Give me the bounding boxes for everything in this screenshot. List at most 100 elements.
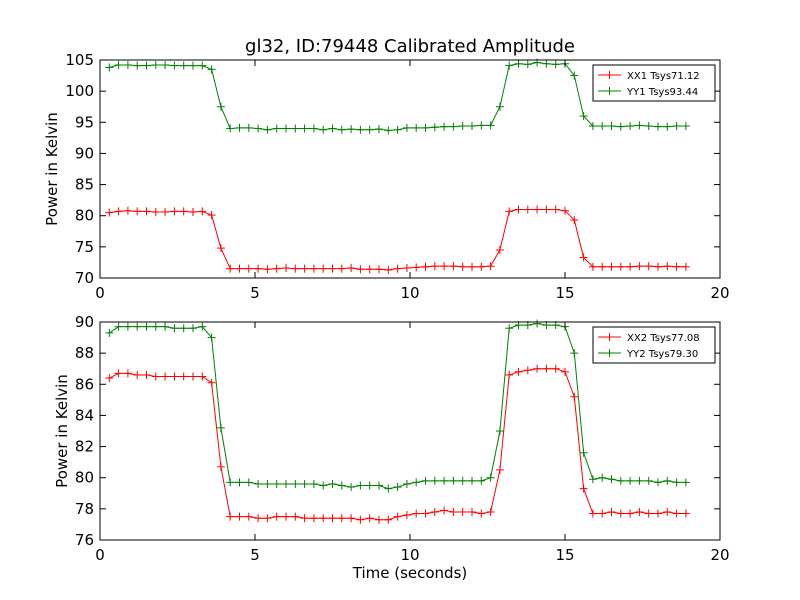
data-point [440, 122, 449, 131]
data-point [291, 124, 300, 133]
data-point [235, 123, 244, 132]
data-point [272, 479, 281, 488]
data-point [533, 205, 542, 214]
y-tick-label: 75 [75, 238, 94, 256]
data-point [495, 102, 504, 111]
data-point [663, 507, 672, 516]
data-point [533, 319, 542, 328]
data-point [607, 475, 616, 484]
data-point [607, 507, 616, 516]
data-point [282, 124, 290, 133]
data-point [505, 324, 514, 333]
legend: XX1 Tsys71.12 YY1 Tsys93.44 [592, 64, 716, 102]
data-point [375, 515, 383, 524]
data-point [179, 372, 188, 381]
data-point [356, 265, 365, 274]
data-point [328, 124, 337, 133]
data-point [477, 509, 486, 518]
data-point [133, 322, 142, 331]
data-point [300, 264, 309, 273]
data-point [505, 61, 514, 70]
data-point [216, 102, 225, 111]
data-point [598, 122, 607, 131]
data-point [356, 481, 365, 490]
data-point [616, 476, 625, 485]
data-point [123, 60, 132, 69]
data-point [486, 262, 495, 271]
data-point [430, 262, 439, 271]
data-point [477, 262, 486, 271]
data-point [151, 322, 160, 331]
data-point [170, 61, 179, 70]
y-tick-label: 78 [75, 500, 94, 518]
data-point [337, 264, 346, 273]
data-point [291, 512, 300, 521]
data-point [235, 478, 244, 487]
data-point [151, 207, 160, 216]
data-point [551, 364, 560, 373]
data-point [263, 514, 272, 523]
data-point [114, 207, 123, 216]
data-point [105, 63, 114, 72]
y-axis-label: Power in Kelvin [53, 374, 71, 488]
data-point [235, 512, 244, 521]
y-tick-label: 90 [75, 313, 94, 331]
data-point [468, 476, 476, 485]
data-point [365, 125, 374, 134]
data-point [551, 60, 560, 69]
data-point [468, 507, 476, 516]
data-point [393, 512, 402, 521]
data-point [421, 262, 430, 271]
data-point [291, 264, 300, 273]
data-point [663, 122, 672, 131]
data-point [161, 60, 170, 69]
data-point [226, 124, 235, 133]
data-point [412, 123, 421, 132]
data-point [189, 324, 197, 333]
data-point [272, 512, 281, 521]
data-point [114, 369, 123, 378]
data-point [616, 509, 625, 518]
data-point [161, 207, 170, 216]
data-point [533, 364, 542, 373]
data-point [282, 512, 290, 521]
data-point [570, 71, 579, 80]
data-point [198, 372, 207, 381]
data-point [216, 462, 225, 471]
data-point [588, 262, 597, 271]
data-point [151, 60, 160, 69]
data-point [626, 122, 635, 131]
data-point [189, 61, 197, 70]
data-point [347, 125, 356, 134]
data-point [142, 322, 151, 331]
data-point [263, 479, 272, 488]
data-point [300, 479, 309, 488]
data-point [486, 507, 495, 516]
data-point [654, 509, 662, 518]
data-point [198, 322, 207, 331]
data-point [654, 478, 662, 487]
data-point [319, 125, 328, 134]
y-tick-label: 95 [75, 113, 94, 131]
y-tick-label: 76 [75, 531, 94, 549]
data-point [226, 478, 235, 487]
legend-box [592, 64, 716, 102]
data-point [207, 378, 216, 387]
data-point [393, 264, 402, 273]
data-point [402, 511, 411, 520]
data-point [207, 65, 216, 74]
x-tick-label: 20 [710, 284, 729, 302]
legend-label: YY2 Tsys79.30 [626, 349, 698, 360]
data-point [449, 476, 458, 485]
data-point [486, 121, 495, 130]
data-point [402, 479, 411, 488]
figure-title: gl32, ID:79448 Calibrated Amplitude [245, 36, 575, 57]
data-point [579, 253, 588, 262]
x-tick-label: 5 [250, 546, 260, 564]
data-point [263, 125, 272, 134]
data-point [644, 476, 653, 485]
data-point [598, 509, 607, 518]
data-point [561, 367, 569, 376]
data-point [458, 476, 467, 485]
data-point [244, 123, 253, 132]
